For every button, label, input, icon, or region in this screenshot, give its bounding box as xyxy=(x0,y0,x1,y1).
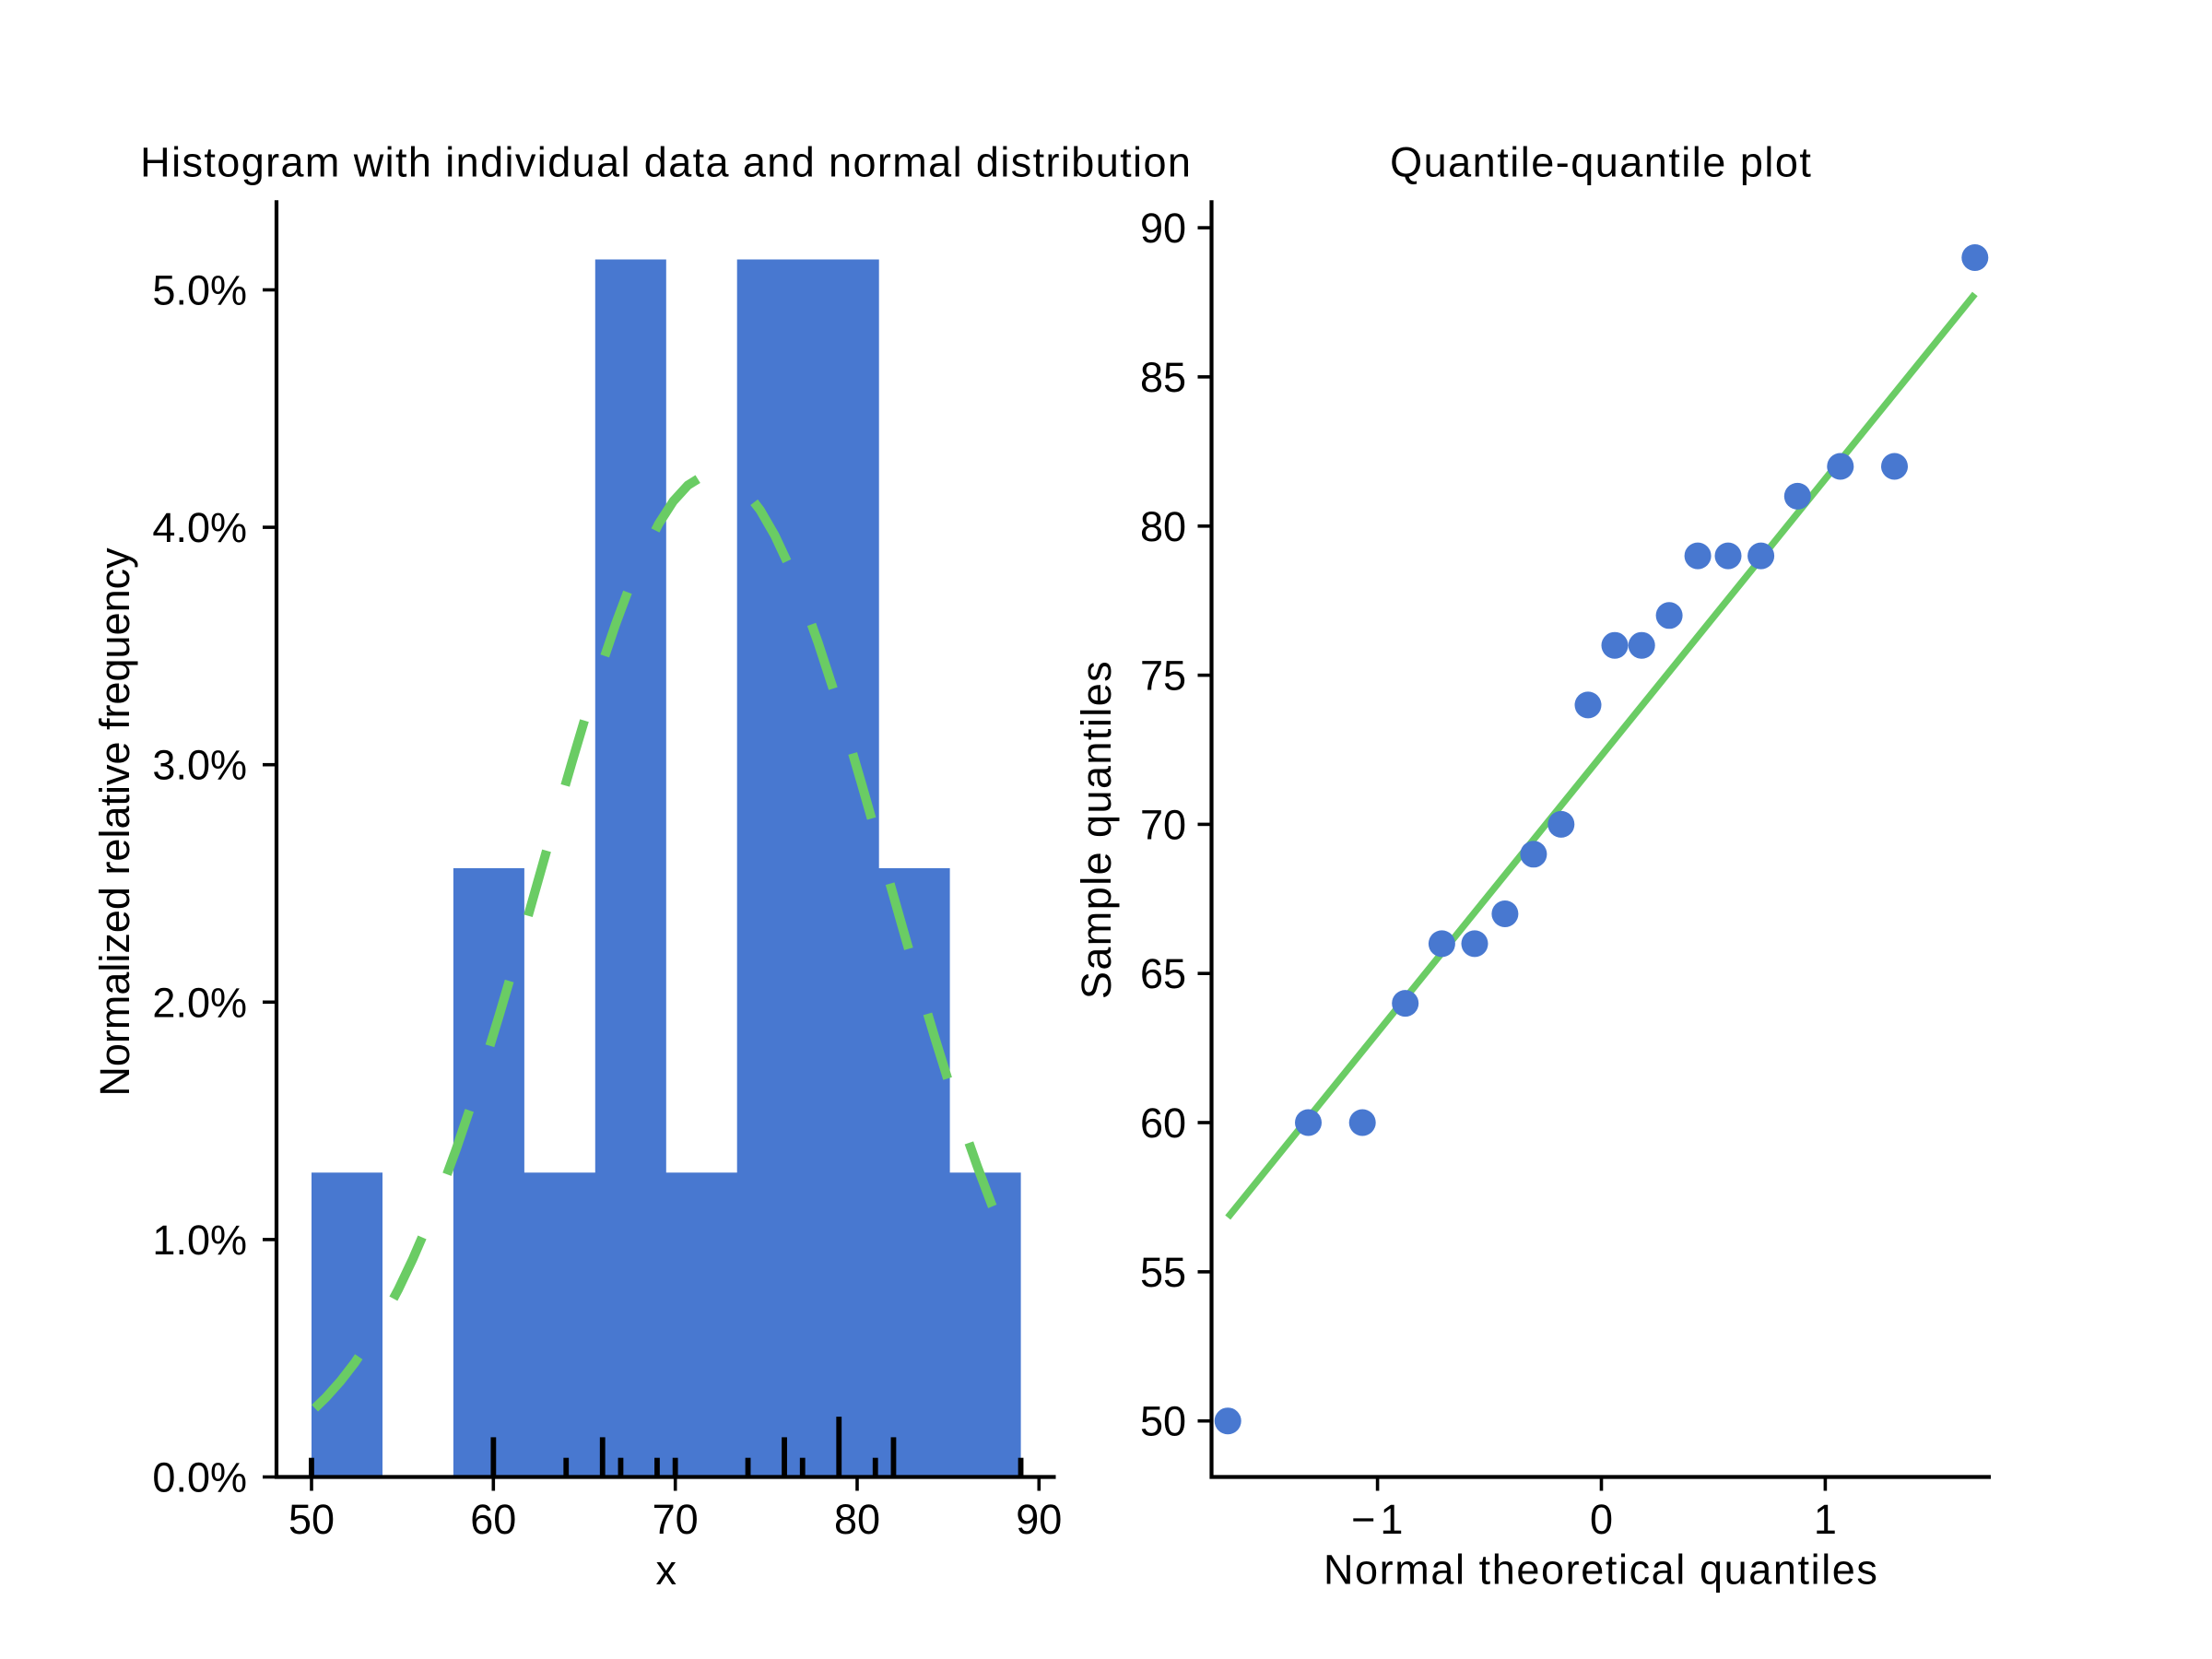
svg-text:x: x xyxy=(656,1547,677,1594)
svg-text:Sample quantiles: Sample quantiles xyxy=(1073,660,1120,999)
svg-text:50: 50 xyxy=(1140,1398,1186,1445)
svg-text:55: 55 xyxy=(1140,1249,1186,1296)
svg-text:−1: −1 xyxy=(1351,1496,1407,1543)
svg-text:90: 90 xyxy=(1016,1496,1062,1543)
svg-text:Normal theoretical quantiles: Normal theoretical quantiles xyxy=(1324,1547,1879,1594)
svg-text:1.0%: 1.0% xyxy=(152,1217,247,1264)
svg-text:50: 50 xyxy=(288,1496,335,1543)
svg-text:75: 75 xyxy=(1140,653,1186,700)
svg-text:60: 60 xyxy=(1140,1100,1186,1147)
svg-text:Quantile-quantile plot: Quantile-quantile plot xyxy=(1390,139,1812,186)
svg-text:1: 1 xyxy=(1814,1496,1837,1543)
svg-text:70: 70 xyxy=(653,1496,699,1543)
svg-text:Histogram with individual data: Histogram with individual data and norma… xyxy=(140,139,1192,186)
svg-text:60: 60 xyxy=(470,1496,516,1543)
svg-text:0.0%: 0.0% xyxy=(152,1454,247,1501)
svg-text:2.0%: 2.0% xyxy=(152,979,247,1026)
svg-text:3.0%: 3.0% xyxy=(152,742,247,789)
svg-text:Normalized relative frequency: Normalized relative frequency xyxy=(91,547,138,1097)
svg-text:90: 90 xyxy=(1140,205,1186,252)
svg-text:0: 0 xyxy=(1590,1496,1613,1543)
svg-text:80: 80 xyxy=(1140,503,1186,550)
svg-text:80: 80 xyxy=(834,1496,880,1543)
svg-text:65: 65 xyxy=(1140,950,1186,997)
svg-text:70: 70 xyxy=(1140,801,1186,848)
svg-text:5.0%: 5.0% xyxy=(152,267,247,314)
svg-text:4.0%: 4.0% xyxy=(152,504,247,551)
svg-text:85: 85 xyxy=(1140,354,1186,401)
